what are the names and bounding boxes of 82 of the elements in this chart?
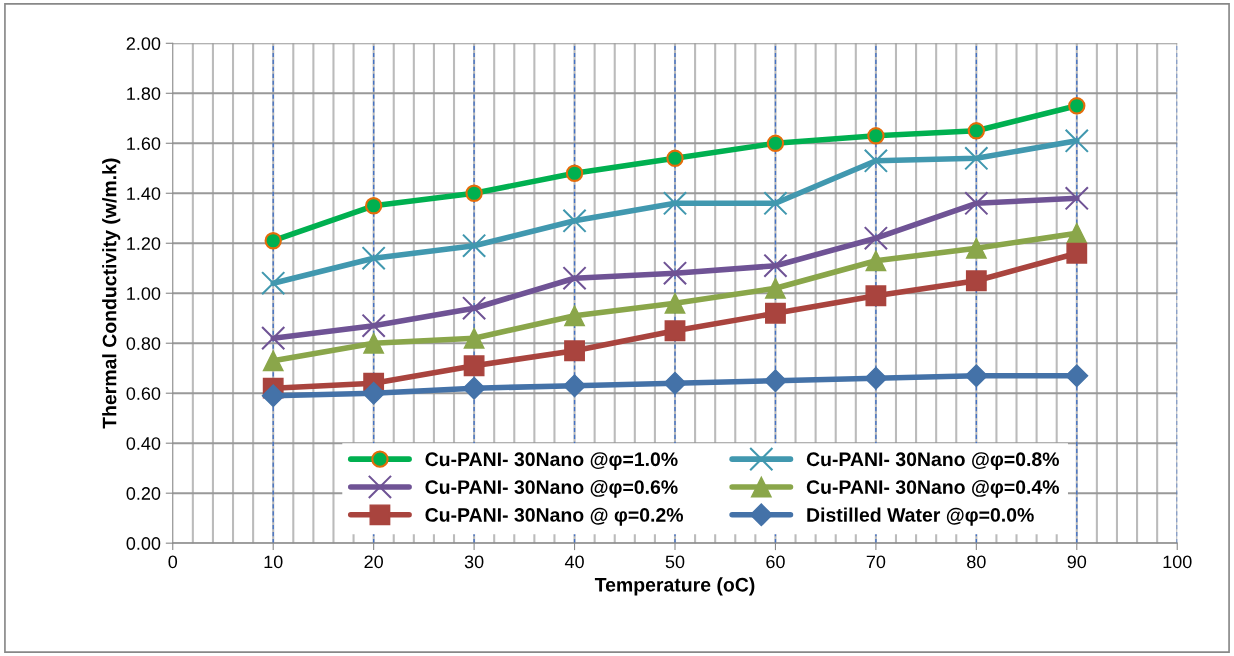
point xyxy=(765,302,786,324)
point xyxy=(1065,364,1089,388)
point xyxy=(964,364,988,388)
y-tick-label: 1.40 xyxy=(127,187,161,200)
legend-label: Cu-PANI- 30Nano @φ=0.8% xyxy=(806,452,1059,470)
point xyxy=(664,292,686,314)
point xyxy=(261,384,285,408)
point xyxy=(463,327,485,349)
legend-label: Cu-PANI- 30Nano @φ=0.4% xyxy=(806,479,1059,498)
point xyxy=(261,271,286,296)
point xyxy=(1066,222,1088,244)
y-tick-label: 0.80 xyxy=(126,337,161,350)
point xyxy=(863,148,889,173)
point xyxy=(1066,242,1088,264)
legend-label: Distilled Water @φ=0.0% xyxy=(807,507,1034,526)
point xyxy=(461,296,487,321)
x-axis-title: Temperature (oC) xyxy=(594,577,755,596)
x-tick-label: 70 xyxy=(866,555,886,569)
x-tick-label: 30 xyxy=(464,555,484,569)
y-tick-label: 2.00 xyxy=(126,37,161,51)
y-tick-label: 0.40 xyxy=(126,437,161,450)
point xyxy=(562,208,587,233)
point xyxy=(361,246,386,271)
point xyxy=(361,313,386,338)
point xyxy=(362,381,386,405)
point xyxy=(1064,128,1089,153)
y-tick-label: 1.80 xyxy=(127,87,161,100)
point xyxy=(1064,186,1089,211)
point xyxy=(264,232,282,250)
point xyxy=(864,366,888,390)
point xyxy=(565,164,584,182)
point xyxy=(662,191,688,216)
x-tick-label: 0 xyxy=(168,555,178,569)
x-tick-label: 80 xyxy=(967,555,986,569)
legend-label: Cu-PANI- 30Nano @φ=1.0% xyxy=(425,452,678,470)
point xyxy=(462,376,486,400)
point xyxy=(1068,97,1086,115)
point xyxy=(262,350,284,372)
y-tick-label: 1.20 xyxy=(127,237,161,250)
point xyxy=(763,369,787,393)
point xyxy=(765,277,786,299)
x-tick-label: 50 xyxy=(665,555,685,569)
point xyxy=(964,146,989,171)
x-tick-label: 100 xyxy=(1163,555,1192,569)
point xyxy=(666,149,684,167)
point xyxy=(763,253,788,278)
point xyxy=(364,197,383,215)
point xyxy=(766,134,785,152)
point xyxy=(867,127,885,145)
x-tick-label: 90 xyxy=(1067,555,1087,569)
point xyxy=(965,270,987,292)
x-tick-label: 40 xyxy=(564,555,584,569)
point xyxy=(865,250,887,272)
point xyxy=(463,355,485,377)
y-tick-label: 0.00 xyxy=(126,537,161,550)
point xyxy=(363,332,385,354)
point xyxy=(465,184,483,202)
x-tick-label: 20 xyxy=(364,555,383,569)
x-tick-label: 10 xyxy=(264,555,283,569)
x-tick-label: 60 xyxy=(766,555,785,569)
legend-label: Cu-PANI- 30Nano @φ=0.6% xyxy=(425,479,678,498)
y-axis-title: Thermal Conductivity (w/m.k) xyxy=(102,158,121,429)
point xyxy=(964,191,989,216)
y-tick-label: 0.20 xyxy=(126,487,161,500)
point xyxy=(863,226,889,251)
point xyxy=(563,374,587,398)
y-tick-label: 1.00 xyxy=(127,287,161,300)
point xyxy=(664,320,686,342)
point xyxy=(663,371,687,395)
point xyxy=(261,326,286,351)
point xyxy=(564,305,585,327)
y-tick-label: 0.60 xyxy=(126,387,161,400)
point xyxy=(865,285,887,307)
point xyxy=(763,191,788,216)
point xyxy=(564,340,585,362)
point xyxy=(461,233,487,258)
point xyxy=(562,266,587,291)
point xyxy=(662,261,688,286)
point xyxy=(967,122,986,140)
point xyxy=(965,237,987,259)
y-tick-label: 1.60 xyxy=(127,137,161,150)
legend-label: Cu-PANI- 30Nano @ φ=0.2% xyxy=(425,507,684,526)
